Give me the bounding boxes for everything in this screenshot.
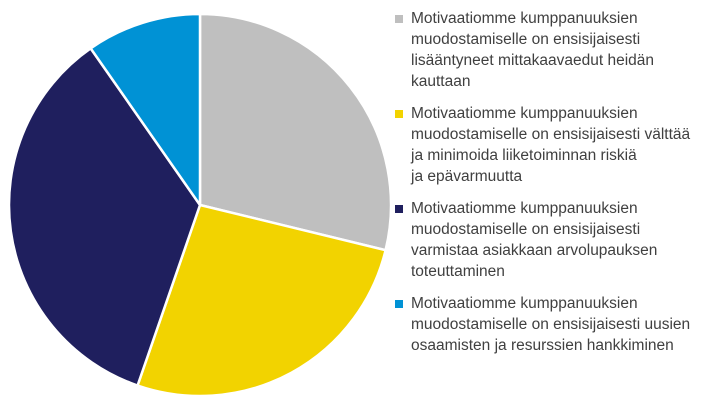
legend-item-4: Motivaatiomme kumppanuuksien muodostamis…: [393, 293, 723, 356]
pie-slice-1: [198, 12, 393, 252]
legend-item-2: Motivaatiomme kumppanuuksien muodostamis…: [393, 103, 723, 187]
legend-label-4: Motivaatiomme kumppanuuksien muodostamis…: [411, 295, 691, 354]
legend-label-3: Motivaatiomme kumppanuuksien muodostamis…: [411, 200, 658, 280]
legend-item-1: Motivaatiomme kumppanuuksien muodostamis…: [393, 8, 723, 92]
pie-slice-2: [136, 203, 387, 398]
legend-label-1: Motivaatiomme kumppanuuksien muodostamis…: [411, 10, 654, 90]
legend-item-3: Motivaatiomme kumppanuuksien muodostamis…: [393, 198, 723, 282]
pie-slice-3: [7, 47, 202, 387]
pie-plot-area: [7, 12, 393, 398]
legend-swatch-2: [395, 110, 403, 118]
legend-swatch-3: [395, 205, 403, 213]
pie-slice-4: [89, 12, 202, 207]
chart-legend: Motivaatiomme kumppanuuksien muodostamis…: [393, 8, 723, 367]
legend-label-2: Motivaatiomme kumppanuuksien muodostamis…: [411, 105, 691, 185]
legend-swatch-4: [395, 300, 403, 308]
legend-swatch-1: [395, 15, 403, 23]
